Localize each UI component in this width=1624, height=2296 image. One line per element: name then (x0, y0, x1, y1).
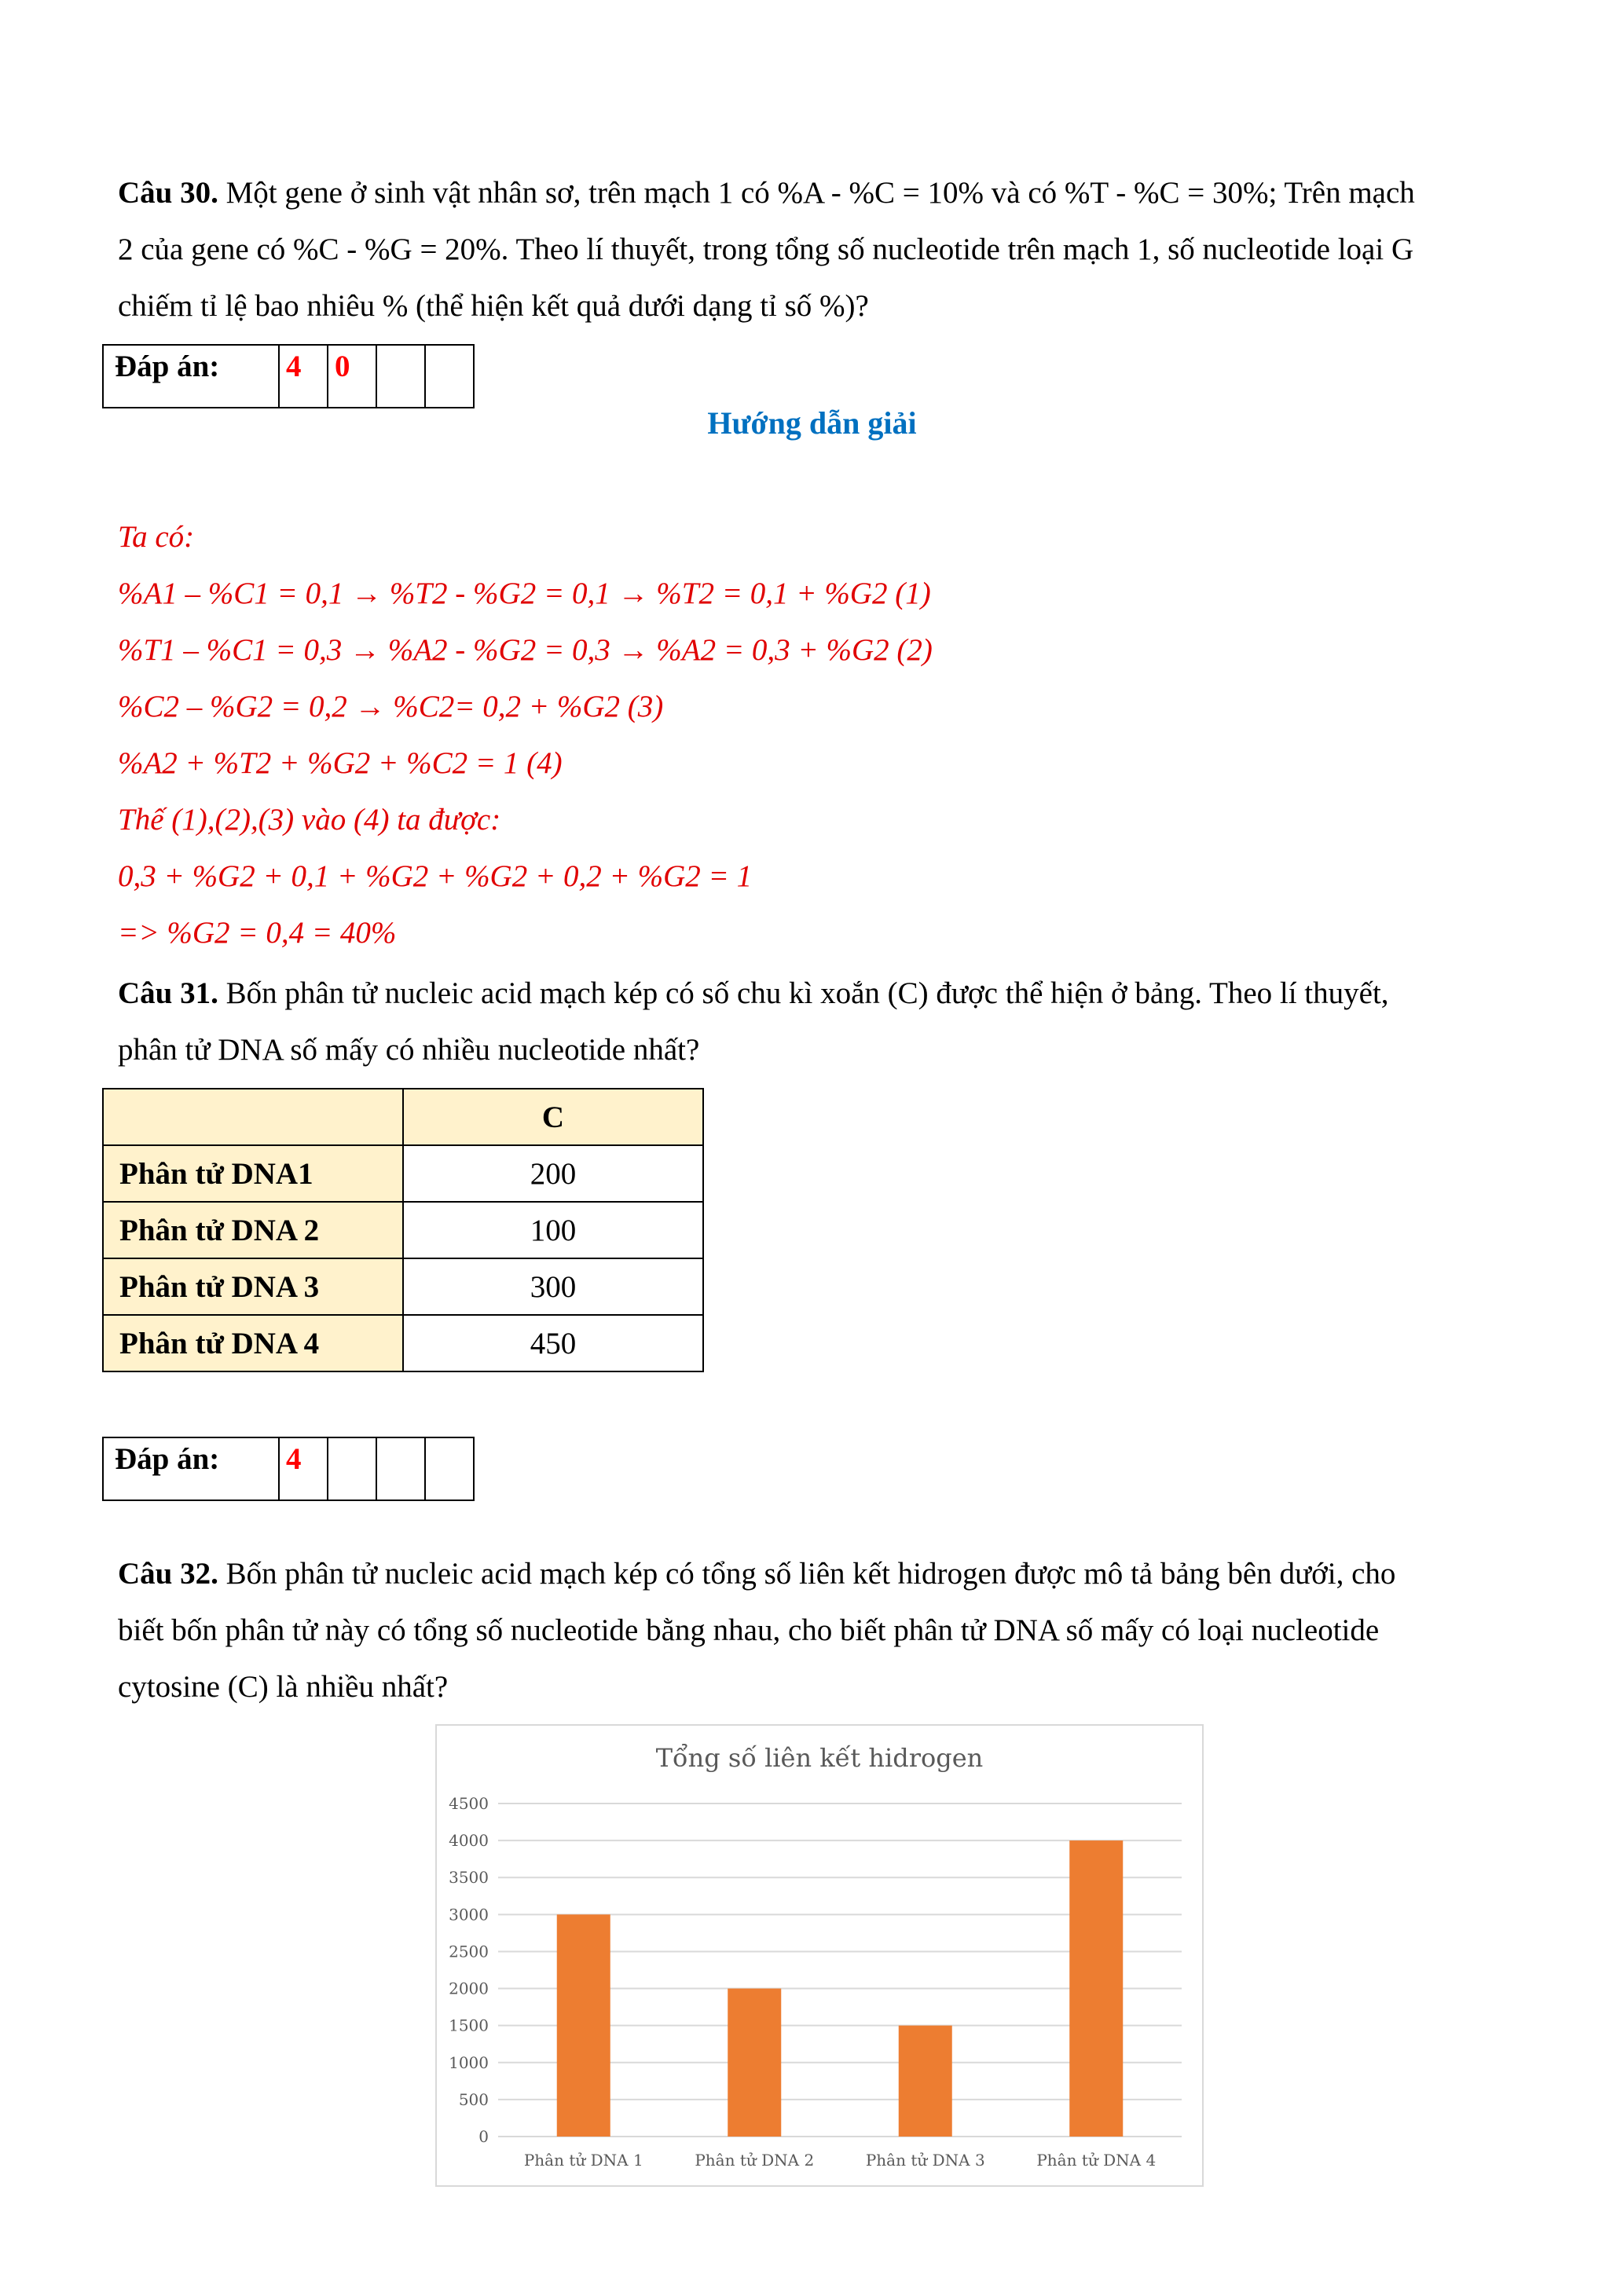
row-value: 100 (402, 1201, 704, 1259)
dna-table: C Phân tử DNA1 200 Phân tử DNA 2 100 Phân … (102, 1088, 704, 1372)
y-tick-label: 0 (478, 2127, 489, 2146)
solution-line: 0,3 + %G2 + 0,1 + %G2 + %G2 + 0,2 + %G2 … (118, 859, 753, 893)
q31-line-1: Câu 31. Bốn phân tử nucleic acid mạch ké… (118, 974, 1389, 1013)
table-header-row: C (102, 1088, 704, 1146)
table-row: Phân tử DNA 3 300 (102, 1258, 704, 1316)
q31-label: Câu 31. (118, 976, 218, 1010)
solution-line: => %G2 = 0,4 = 40% (118, 916, 397, 950)
bar (728, 1988, 782, 2137)
y-tick-label: 3500 (449, 1868, 489, 1887)
solution-line: %A2 + %T2 + %G2 + %C2 = 1 (4) (118, 746, 563, 780)
answer-cell: 0 (327, 344, 377, 408)
y-tick-label: 2500 (449, 1942, 489, 1961)
row-value: 200 (402, 1144, 704, 1203)
q30-line-1: Câu 30. Một gene ở sinh vật nhân sơ, trê… (118, 174, 1415, 213)
solution-line: %A1 – %C1 = 0,1 → %T2 - %G2 = 0,1 → %T2 … (118, 577, 931, 610)
table-header-cell: C (402, 1088, 704, 1146)
y-tick-label: 4000 (449, 1831, 489, 1850)
answer-label: Đáp án: (102, 1437, 280, 1501)
table-row: Phân tử DNA 2 100 (102, 1201, 704, 1259)
x-tick-label: Phân tử DNA 4 (1036, 2151, 1156, 2170)
q32-line-1: Câu 32. Bốn phân tử nucleic acid mạch ké… (118, 1554, 1395, 1594)
q31-line-2: phân tử DNA số mấy có nhiều nucleotide n… (118, 1033, 700, 1067)
solution-line: Thế (1),(2),(3) vào (4) ta được: (118, 803, 501, 837)
chart-svg: Tổng số liên kết hidrogen 0 500 1000 1500 20… (449, 1743, 1182, 2170)
q30-label: Câu 30. (118, 176, 218, 210)
q32-line-3: cytosine (C) là nhiều nhất? (118, 1670, 449, 1704)
answer-cell (376, 344, 426, 408)
guide-title: Hướng dẫn giải (707, 405, 917, 441)
x-tick-label: Phân tử DNA 3 (866, 2151, 985, 2170)
q30-line-3: chiếm tỉ lệ bao nhiêu % (thể hiện kết qu… (118, 289, 869, 323)
y-tick-label: 500 (459, 2090, 489, 2109)
solution-line: %T1 – %C1 = 0,3 → %A2 - %G2 = 0,3 → %A2 … (118, 633, 933, 667)
q31-text: Bốn phân tử nucleic acid mạch kép có số … (225, 976, 1389, 1010)
q32-text: Bốn phân tử nucleic acid mạch kép có tổn… (225, 1557, 1396, 1591)
y-tick-label: 3000 (449, 1905, 489, 1924)
answer-cell: 4 (278, 344, 328, 408)
bar (898, 2025, 952, 2137)
q30-text: Một gene ở sinh vật nhân sơ, trên mạch 1… (225, 176, 1415, 210)
row-label: Phân tử DNA 4 (102, 1314, 404, 1372)
row-label: Phân tử DNA 3 (102, 1258, 404, 1316)
row-value: 450 (402, 1314, 704, 1372)
q30-answer-table: Đáp án: 4 0 (102, 344, 475, 408)
y-tick-label: 4500 (449, 1794, 489, 1813)
q32-line-2: biết bốn phân tử này có tổng số nucleoti… (118, 1613, 1380, 1647)
row-label: Phân tử DNA1 (102, 1144, 404, 1203)
answer-cell (424, 1437, 475, 1501)
table-row: Phân tử DNA 4 450 (102, 1314, 704, 1372)
answer-label: Đáp án: (102, 344, 280, 408)
answer-cell (424, 344, 475, 408)
table-header-cell (102, 1088, 404, 1146)
bar-chart: Tổng số liên kết hidrogen 0 500 1000 1500 20… (435, 1724, 1204, 2187)
y-tick-label: 1000 (449, 2053, 489, 2072)
x-tick-label: Phân tử DNA 1 (524, 2151, 643, 2170)
row-value: 300 (402, 1258, 704, 1316)
answer-cell (327, 1437, 377, 1501)
table-row: Phân tử DNA1 200 (102, 1144, 704, 1203)
q32-label: Câu 32. (118, 1557, 218, 1591)
q30-line-2: 2 của gene có %C - %G = 20%. Theo lí thu… (118, 233, 1414, 266)
x-tick-label: Phân tử DNA 2 (695, 2151, 814, 2170)
row-label: Phân tử DNA 2 (102, 1201, 404, 1259)
chart-title: Tổng số liên kết hidrogen (656, 1743, 984, 1773)
solution-line: Ta có: (118, 520, 195, 554)
y-tick-label: 1500 (449, 2016, 489, 2035)
bar (556, 1914, 610, 2137)
y-tick-label: 2000 (449, 1979, 489, 1998)
solution-line: %C2 – %G2 = 0,2 → %C2= 0,2 + %G2 (3) (118, 690, 664, 723)
bar (1069, 1840, 1124, 2137)
answer-cell: 4 (278, 1437, 328, 1501)
answer-cell (376, 1437, 426, 1501)
q31-answer-table: Đáp án: 4 (102, 1437, 475, 1501)
